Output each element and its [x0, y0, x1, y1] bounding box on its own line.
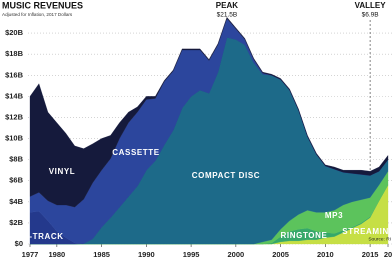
y-tick-label: $14B [5, 91, 24, 100]
y-tick-label: $0 [15, 239, 23, 248]
y-tick-label: $10B [5, 134, 24, 143]
y-tick-label: $12B [5, 112, 24, 121]
y-tick-label: $6B [9, 176, 23, 185]
chart-title: MUSIC REVENUES [2, 0, 83, 10]
area-label: STREAMING [342, 227, 392, 236]
area-label: 8-TRACK [24, 232, 63, 241]
annotation-label: VALLEY [355, 1, 387, 10]
y-tick-label: $18B [5, 49, 24, 58]
x-tick-label: 1990 [138, 250, 155, 259]
x-tick-label: 1985 [93, 250, 110, 259]
x-tick-label: 1980 [49, 250, 66, 259]
y-tick-label: $4B [9, 197, 23, 206]
y-tick-label: $20B [5, 28, 24, 37]
area-label: MP3 [325, 211, 343, 220]
area-label: VINYL [49, 167, 76, 176]
area-label: RINGTONE [281, 231, 328, 240]
source: Source: RI [368, 236, 391, 242]
area [29, 16, 389, 208]
x-tick-label: 2005 [272, 250, 289, 259]
y-tick-label: $8B [9, 155, 23, 164]
areas [29, 16, 389, 245]
chart-subtitle: Adjusted for Inflation, 2017 Dollars [2, 12, 73, 17]
area-label: COMPACT DISC [192, 171, 260, 180]
x-tick-label: 1977 [22, 250, 39, 259]
y-tick-label: $2B [9, 218, 23, 227]
x-tick-label: 2010 [317, 250, 334, 259]
annotation-value: $21.5B [217, 12, 238, 19]
area-label: CASSETTE [112, 148, 160, 157]
x-tick-label: 1995 [183, 250, 200, 259]
annotation-label: PEAK [216, 1, 238, 10]
x-tick-label: 2015 [362, 250, 379, 259]
labels: STREAMING RINGTONE MP3 COMPACT DISC 8-TRACK C… [24, 1, 392, 241]
x-tick-label: 2000 [228, 250, 245, 259]
x-tick-label: 20 [384, 250, 392, 259]
y-tick-label: $16B [5, 70, 24, 79]
annotation-value: $6.9B [362, 12, 379, 19]
